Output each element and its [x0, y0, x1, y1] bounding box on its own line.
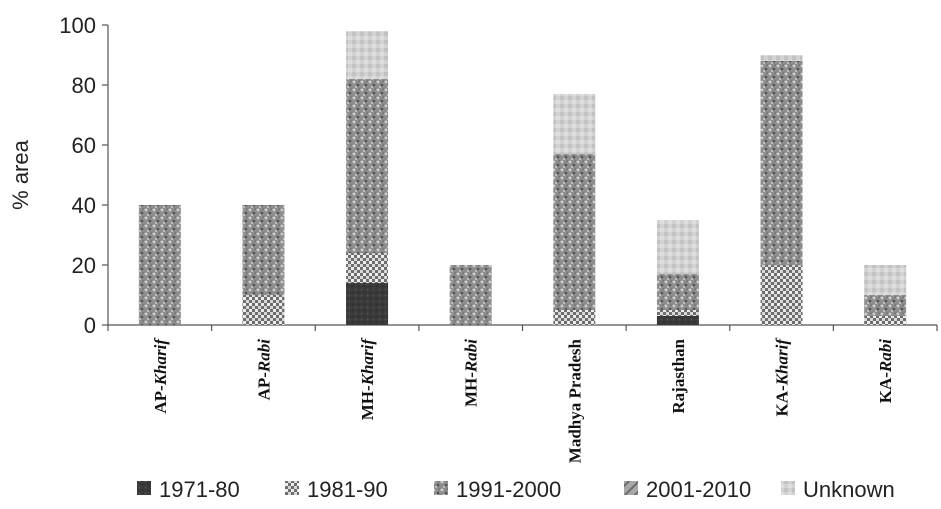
legend-label: 1981-90 — [307, 477, 388, 502]
y-tick-label: 60 — [72, 133, 96, 158]
bar-segment-1981-90 — [656, 310, 699, 316]
bar-segment-1991-2000 — [242, 205, 285, 295]
x-tick-label: MH-Kharif — [358, 337, 377, 421]
y-tick-label: 20 — [72, 253, 96, 278]
x-tick-label: Madhya Pradesh — [565, 338, 584, 463]
y-tick-label: 0 — [84, 313, 96, 338]
x-tick-label: AP-Rabi — [254, 339, 273, 401]
y-tick-label: 100 — [59, 13, 96, 38]
bar-segment-1991-2000 — [760, 61, 803, 265]
bar-segment-1981-90 — [346, 253, 389, 283]
bars — [138, 31, 907, 325]
bar-segment-1991-2000 — [656, 274, 699, 310]
x-tick-label: KA-Rabi — [876, 339, 895, 404]
bar-segment-1971-80 — [656, 316, 699, 325]
legend-label: 1991-2000 — [456, 477, 561, 502]
bar-segment-1991-2000 — [346, 79, 389, 253]
bar-segment-1991-2000 — [138, 205, 181, 325]
legend-swatch — [624, 481, 638, 495]
bar-segment-unknown — [346, 31, 389, 79]
y-axis: 0 20 40 60 80 100 — [59, 13, 109, 338]
bar-segment-unknown — [864, 265, 907, 295]
bar-segment-1991-2000 — [553, 154, 596, 310]
bar-segment-1981-90 — [553, 310, 596, 325]
legend-label: 1971-80 — [159, 477, 240, 502]
x-axis — [107, 324, 938, 331]
legend-swatch — [137, 481, 151, 495]
x-tick-label: Rajasthan — [669, 338, 688, 413]
legend-swatch — [434, 481, 448, 495]
category-labels: AP-Kharif AP-Rabi MH-Kharif MH-Rabi Madhya P… — [151, 337, 895, 464]
legend-label: 2001-2010 — [646, 477, 751, 502]
bar-segment-1971-80 — [346, 283, 389, 325]
legend-swatch — [285, 481, 299, 495]
y-axis-label: % area — [8, 139, 33, 209]
bar-segment-1981-90 — [242, 295, 285, 325]
y-tick-label: 80 — [72, 73, 96, 98]
y-tick-label: 40 — [72, 193, 96, 218]
bar-segment-1991-2000 — [449, 265, 492, 325]
x-tick-label: AP-Kharif — [151, 337, 170, 414]
bar-segment-unknown — [553, 94, 596, 154]
bar-segment-1981-90 — [760, 265, 803, 325]
legend: 1971-80 1981-90 1991-2000 2001-2010 Unknown — [137, 477, 895, 502]
bar-segment-unknown — [656, 220, 699, 274]
bar-segment-1981-90 — [864, 316, 907, 325]
x-tick-label: KA-Kharif — [773, 337, 792, 417]
bar-segment-unknown — [760, 55, 803, 61]
legend-swatch — [781, 481, 795, 495]
x-tick-label: MH-Rabi — [462, 339, 481, 407]
legend-label: Unknown — [803, 477, 895, 502]
bar-segment-1991-2000 — [864, 295, 907, 316]
